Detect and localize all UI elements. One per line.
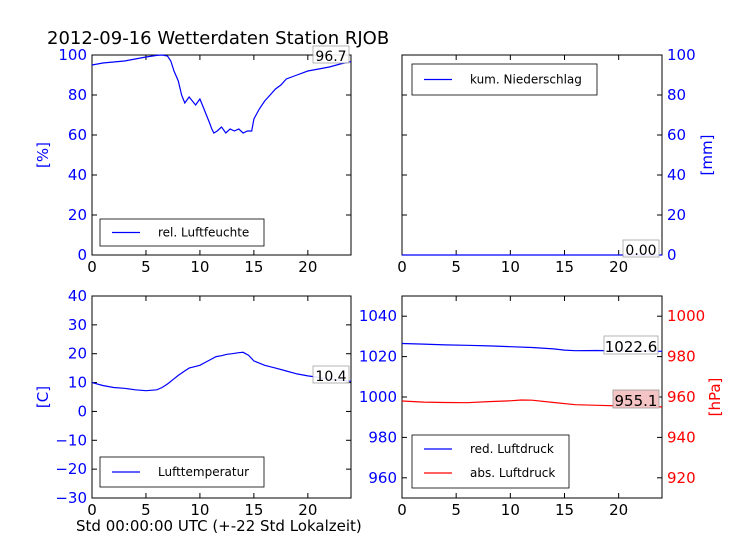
y-tick-label: 80: [68, 86, 87, 104]
series-line-1: [91, 351, 352, 392]
x-tick-label: 5: [451, 501, 461, 519]
y-tick-label: 60: [68, 126, 87, 144]
x-tick-label: 5: [141, 501, 151, 519]
y-tick-label: 10: [68, 374, 87, 392]
x-tick-label: 10: [190, 258, 209, 276]
current-value-box: [603, 335, 659, 355]
y-tick-label: 20: [68, 206, 87, 224]
current-value-label: 955.1: [615, 392, 658, 410]
y-tick-label: 1020: [359, 348, 397, 366]
x-tick-label: 5: [451, 258, 461, 276]
legend-label: rel. Luftfeuchte: [158, 226, 249, 240]
x-tick-label: 20: [609, 258, 628, 276]
current-value-box: [612, 389, 660, 409]
y-tick-label: −10: [55, 431, 87, 449]
current-value-label: 10.4: [315, 369, 346, 385]
y-tick-label: 0: [667, 246, 677, 264]
y-tick-label: 80: [667, 86, 686, 104]
y-tick-label: 20: [68, 345, 87, 363]
x-tick-label: 15: [244, 258, 263, 276]
x-tick-label: 15: [555, 501, 574, 519]
x-tick-label: 0: [397, 501, 407, 519]
y-tick-label: 20: [667, 206, 686, 224]
x-tick-label: 15: [244, 501, 263, 519]
pressure-panel: 0 5 10 15 20 960 980 1000 1020 1040 920 940 960 980 10…: [359, 295, 724, 519]
precipitation-panel: 0 5 10 15 20 0 20 40 60 80 100 [mm] kum. Niederschla…: [397, 46, 716, 276]
y-tick-label: −20: [55, 460, 87, 478]
y-right-axis-label: [hPa]: [706, 378, 724, 417]
y-tick-label: 100: [58, 46, 87, 64]
x-tick-label: 10: [501, 501, 520, 519]
series-line-1: [91, 54, 352, 134]
humidity-frame: [91, 54, 352, 256]
x-tick-label: 15: [555, 258, 574, 276]
legend-label: kum. Niederschlag: [470, 73, 582, 87]
y-axis-label: [mm]: [698, 135, 716, 176]
temperature-frame: [91, 295, 352, 499]
x-tick-label: 5: [141, 258, 151, 276]
y-right-tick-label: 1000: [667, 307, 705, 325]
y-tick-label: 960: [368, 469, 397, 487]
x-tick-label: 0: [87, 258, 97, 276]
chart-title: 2012-09-16 Wetterdaten Station RJOB: [47, 28, 389, 49]
y-tick-label: 0: [77, 402, 87, 420]
y-right-tick-label: 940: [667, 428, 696, 446]
x-tick-label: 20: [609, 501, 628, 519]
current-value-label: 1022.6: [605, 338, 658, 356]
y-tick-label: 0: [77, 246, 87, 264]
y-axis-label: [C]: [34, 386, 52, 408]
current-value-box: [622, 239, 660, 258]
y-right-tick-label: 920: [667, 469, 696, 487]
y-tick-label: 100: [667, 46, 696, 64]
legend-box: [411, 434, 570, 489]
temperature-panel: 0 5 10 15 20 −30 −20 −10 0 10 20 30 40 [C] Lufttempera…: [34, 287, 352, 519]
y-axis-label: [%]: [34, 142, 52, 168]
x-tick-label: 0: [87, 501, 97, 519]
legend-label: red. Luftdruck: [470, 442, 554, 456]
current-value-label: 0.00: [625, 243, 656, 259]
x-tick-label: 0: [397, 258, 407, 276]
x-tick-label: 10: [190, 501, 209, 519]
x-axis-footer-label: Std 00:00:00 UTC (+-22 Std Lokalzeit): [76, 517, 362, 535]
x-tick-label: 20: [298, 258, 317, 276]
y-tick-label: 40: [68, 166, 87, 184]
x-tick-label: 10: [501, 258, 520, 276]
y-tick-label: 60: [667, 126, 686, 144]
y-tick-label: 1000: [359, 388, 397, 406]
y-tick-label: 1040: [359, 307, 397, 325]
y-right-tick-label: 960: [667, 388, 696, 406]
y-tick-label: −30: [55, 489, 87, 507]
legend-label: Lufttemperatur: [158, 465, 249, 479]
y-tick-label: 30: [68, 316, 87, 334]
current-value-label: 96.7: [315, 49, 346, 65]
x-tick-label: 20: [298, 501, 317, 519]
y-tick-label: 980: [368, 428, 397, 446]
y-tick-label: 40: [667, 166, 686, 184]
legend-label: abs. Luftdruck: [470, 466, 555, 480]
current-value-box: [312, 365, 350, 384]
y-right-tick-label: 980: [667, 348, 696, 366]
y-tick-label: 40: [68, 287, 87, 305]
current-value-box: [312, 45, 350, 64]
humidity-panel: 0 5 10 15 20 0 20 40 60 80 100 [%] rel. Luftfeuchte 9…: [34, 45, 352, 276]
